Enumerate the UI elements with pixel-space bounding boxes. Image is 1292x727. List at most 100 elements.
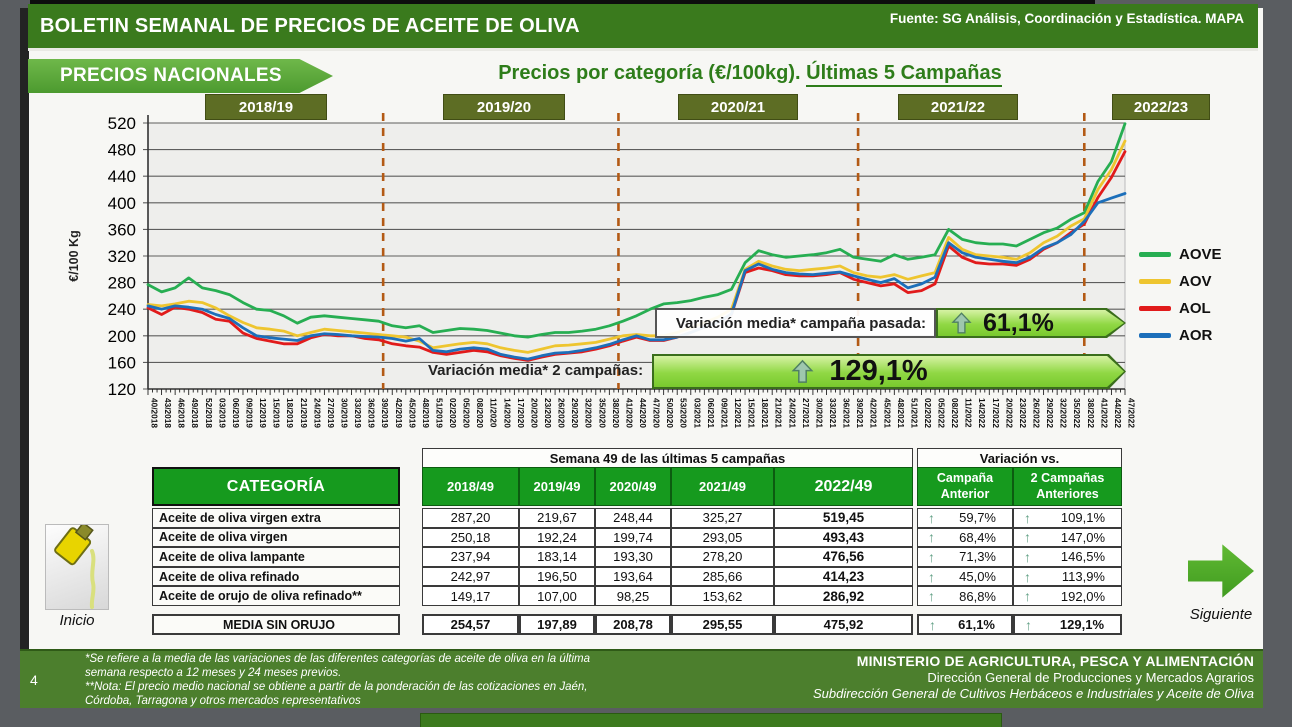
table-var-cell: ↑ 45,0%	[917, 566, 1013, 587]
table-summary-cell: 475,92	[774, 614, 913, 635]
svg-text:27/2021: 27/2021	[801, 398, 811, 428]
svg-text:24/2021: 24/2021	[787, 398, 797, 428]
variation-value: 129,1%	[1059, 617, 1104, 632]
svg-text:12/2019: 12/2019	[258, 398, 268, 428]
table-cell: 278,20	[671, 547, 774, 567]
footnote: *Se refiere a la media de las variacione…	[85, 652, 665, 709]
svg-text:440: 440	[108, 167, 136, 186]
svg-text:51/2021: 51/2021	[909, 398, 919, 428]
table-cell: 192,24	[519, 527, 595, 548]
svg-text:20/2022: 20/2022	[1004, 398, 1014, 428]
svg-text:09/2019: 09/2019	[244, 398, 254, 428]
svg-text:26/2020: 26/2020	[557, 398, 567, 428]
svg-text:02/2020: 02/2020	[448, 398, 458, 428]
svg-text:29/2022: 29/2022	[1045, 398, 1055, 428]
svg-text:18/2019: 18/2019	[285, 398, 295, 428]
table-cell: 325,27	[671, 508, 774, 528]
variation-two-campaigns-label: Variación media* 2 campañas:	[428, 362, 644, 379]
footnote-line: semana respecto a 12 meses y 24 meses pr…	[85, 667, 342, 680]
table-row-label: Aceite de oliva virgen extra	[152, 508, 400, 528]
table-cell: 107,00	[519, 586, 595, 606]
table-cell: 153,62	[671, 586, 774, 606]
variation-value: 68,4%	[959, 529, 996, 545]
svg-text:33/2021: 33/2021	[828, 398, 838, 428]
svg-text:160: 160	[108, 353, 136, 372]
variation-value: 61,1%	[958, 617, 995, 632]
ministry-direction: Dirección General de Producciones y Merc…	[927, 670, 1254, 685]
legend-item: AOR	[1139, 322, 1222, 349]
campaign-label: 2021/22	[898, 94, 1018, 120]
up-arrow-icon: ↑	[1024, 509, 1031, 526]
svg-text:36/2021: 36/2021	[842, 398, 852, 428]
table-summary-var-cell: ↑ 129,1%	[1013, 614, 1122, 635]
table-summary-label: MEDIA SIN ORUJO	[152, 614, 400, 635]
table-cell: 519,45	[774, 508, 913, 528]
legend-label: AOR	[1179, 327, 1213, 344]
variation-value: 71,3%	[959, 549, 996, 565]
svg-text:29/2020: 29/2020	[570, 398, 580, 428]
svg-text:21/2019: 21/2019	[299, 398, 309, 428]
svg-text:11/2020: 11/2020	[489, 398, 499, 428]
legend-swatch-aov	[1139, 279, 1171, 284]
header-bar: BOLETIN SEMANAL DE PRECIOS DE ACEITE DE …	[28, 4, 1258, 51]
chart-title-main: Precios por categoría (€/100kg).	[498, 62, 807, 84]
svg-text:41/2022: 41/2022	[1099, 398, 1109, 428]
table-cell: 285,66	[671, 566, 774, 587]
svg-text:02/2022: 02/2022	[923, 398, 933, 428]
svg-text:120: 120	[108, 380, 136, 399]
source-label: Fuente: SG Análisis, Coordinación y Esta…	[889, 11, 1244, 26]
svg-text:15/2019: 15/2019	[272, 398, 282, 428]
legend-item: AOL	[1139, 295, 1222, 322]
page-number: 4	[30, 672, 38, 688]
svg-text:06/2019: 06/2019	[231, 398, 241, 428]
siguiente-label: Siguiente	[1189, 606, 1253, 623]
table-span-header-variation: Variación vs.	[917, 448, 1122, 468]
legend-swatch-aor	[1139, 333, 1171, 338]
table-var-cell: ↑ 59,7%	[917, 508, 1013, 528]
table-cell: 248,44	[595, 508, 671, 528]
svg-text:05/2020: 05/2020	[462, 398, 472, 428]
svg-text:200: 200	[108, 327, 136, 346]
up-arrow-icon: ↑	[928, 548, 935, 565]
table-summary-cell: 254,57	[422, 614, 519, 635]
svg-text:12/2021: 12/2021	[733, 398, 743, 428]
svg-text:27/2019: 27/2019	[326, 398, 336, 428]
legend-item: AOVE	[1139, 241, 1222, 268]
svg-text:26/2022: 26/2022	[1032, 398, 1042, 428]
svg-text:44/2022: 44/2022	[1113, 398, 1123, 428]
table-var-cell: ↑ 68,4%	[917, 527, 1013, 548]
svg-text:280: 280	[108, 274, 136, 293]
up-arrow-icon: ↑	[1024, 529, 1031, 546]
svg-text:480: 480	[108, 141, 136, 160]
table-cell: 287,20	[422, 508, 519, 528]
campaign-label: 2019/20	[443, 94, 565, 120]
svg-text:52/2018: 52/2018	[204, 398, 214, 428]
svg-text:32/2022: 32/2022	[1059, 398, 1069, 428]
svg-text:11/2022: 11/2022	[964, 398, 974, 428]
svg-text:30/2021: 30/2021	[814, 398, 824, 428]
svg-text:32/2020: 32/2020	[584, 398, 594, 428]
variation-two-campaigns-bar: 129,1%	[652, 354, 1126, 389]
table-cell: 237,94	[422, 547, 519, 567]
svg-text:17/2022: 17/2022	[991, 398, 1001, 428]
table-var-column-header: Campaña Anterior	[917, 467, 1013, 506]
table-cell: 250,18	[422, 527, 519, 548]
table-row-label: Aceite de oliva refinado	[152, 566, 400, 587]
svg-text:360: 360	[108, 220, 136, 239]
table-column-header: 2022/49	[774, 467, 913, 506]
ministry-block: MINISTERIO DE AGRICULTURA, PESCA Y ALIME…	[640, 653, 1254, 701]
table-var-cell: ↑ 147,0%	[1013, 527, 1122, 548]
svg-text:38/2020: 38/2020	[611, 398, 621, 428]
svg-text:320: 320	[108, 247, 136, 266]
inicio-button[interactable]	[45, 521, 109, 610]
table-summary-var-cell: ↑ 61,1%	[917, 614, 1013, 635]
page-title: BOLETIN SEMANAL DE PRECIOS DE ACEITE DE …	[40, 14, 580, 37]
table-cell: 183,14	[519, 547, 595, 567]
svg-text:15/2021: 15/2021	[747, 398, 757, 428]
svg-text:33/2019: 33/2019	[353, 398, 363, 428]
up-arrow-icon: ↑	[1024, 548, 1031, 565]
banner-label: PRECIOS NACIONALES	[60, 65, 282, 86]
svg-text:42/2021: 42/2021	[869, 398, 879, 428]
table-cell: 493,43	[774, 527, 913, 548]
